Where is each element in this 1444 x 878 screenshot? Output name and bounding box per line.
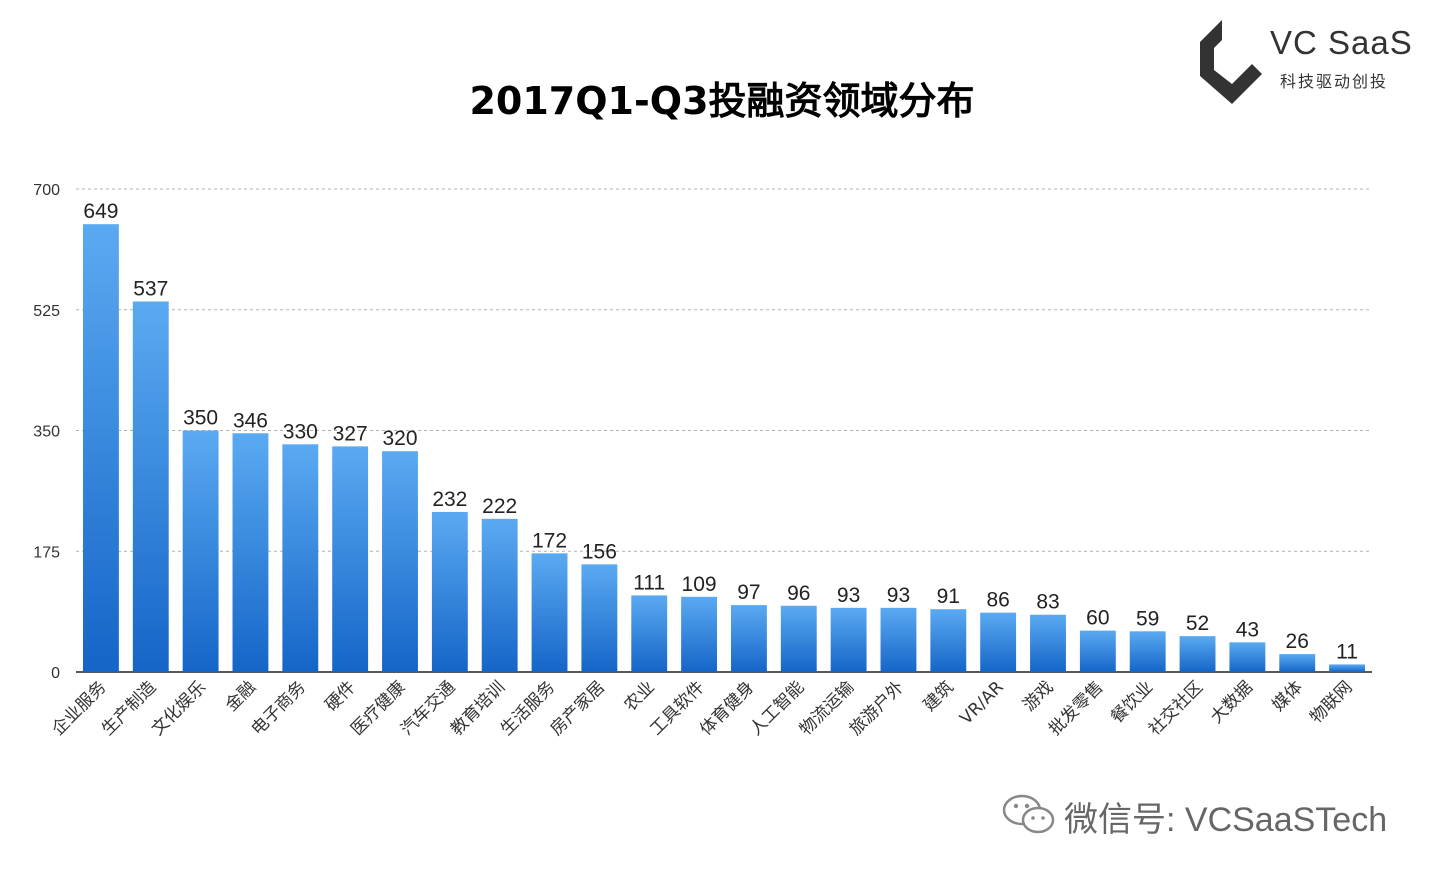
bar-13 <box>730 605 767 672</box>
data-label: 59 <box>1136 607 1159 630</box>
bar-23 <box>1229 642 1266 672</box>
data-label: 111 <box>633 571 665 594</box>
y-tick-label: 0 <box>51 665 60 682</box>
x-tick-label: 大数据 <box>1207 677 1257 727</box>
data-label: 232 <box>432 488 467 511</box>
data-label: 26 <box>1286 630 1309 653</box>
bar-2 <box>182 430 219 672</box>
bar-4 <box>282 444 319 672</box>
bar-16 <box>880 607 917 672</box>
bar-3 <box>232 433 269 672</box>
x-tick-label: 金融 <box>222 677 260 715</box>
bar-6 <box>382 451 418 672</box>
x-tick-label: 生产制造 <box>98 677 160 739</box>
x-tick-label: 社交社区 <box>1145 677 1207 739</box>
data-label: 11 <box>1336 640 1358 663</box>
bar-18 <box>980 612 1017 672</box>
data-label: 350 <box>183 407 218 430</box>
y-tick-label: 350 <box>33 424 60 441</box>
data-label: 83 <box>1036 591 1059 614</box>
bar-7 <box>431 511 468 672</box>
wechat-id: 微信号: VCSaaSTech <box>1064 801 1388 839</box>
data-label: 86 <box>986 589 1009 612</box>
brand-tagline: 科技驱动创投 <box>1280 72 1389 91</box>
bar-0 <box>82 224 119 672</box>
x-tick-label: 房产家居 <box>547 677 609 739</box>
bar-12 <box>681 596 718 672</box>
x-tick-label: 物联网 <box>1306 677 1356 727</box>
x-tick-label: 批发零售 <box>1045 677 1107 739</box>
data-label: 172 <box>532 529 567 552</box>
brand-logo <box>1200 20 1262 104</box>
bar-9 <box>531 553 568 672</box>
data-label: 96 <box>787 582 810 605</box>
data-label: 109 <box>682 573 717 596</box>
bar-15 <box>830 607 867 672</box>
data-label: 93 <box>837 584 860 607</box>
x-tick-label: 硬件 <box>322 677 360 715</box>
data-label: 156 <box>582 540 617 563</box>
x-tick-label: 生活服务 <box>497 677 559 739</box>
x-tick-label: 建筑 <box>920 677 958 715</box>
bar-10 <box>581 564 618 672</box>
data-label: 346 <box>233 409 268 432</box>
wechat-icon <box>1002 794 1055 834</box>
bar-8 <box>481 518 518 672</box>
x-tick-label: 工具软件 <box>646 677 708 739</box>
x-tick-label: 电子商务 <box>248 677 310 739</box>
data-label: 91 <box>937 585 960 608</box>
bar-17 <box>930 609 967 672</box>
data-label: 97 <box>737 581 760 604</box>
y-tick-label: 175 <box>33 544 60 561</box>
bar-24 <box>1279 654 1316 672</box>
data-label: 327 <box>333 422 368 445</box>
x-tick-label: 物流运输 <box>796 677 858 739</box>
y-tick-label: 525 <box>33 303 60 320</box>
bar-19 <box>1030 614 1066 672</box>
data-label: 537 <box>133 277 168 300</box>
x-tick-label: 体育健身 <box>696 677 758 739</box>
x-tick-label: 教育培训 <box>447 677 509 739</box>
x-tick-label: 旅游户外 <box>846 677 908 739</box>
data-label: 60 <box>1086 607 1109 630</box>
x-tick-label: 企业服务 <box>48 677 110 739</box>
data-label: 649 <box>83 200 118 223</box>
bar-22 <box>1179 636 1216 672</box>
bar-11 <box>631 595 668 672</box>
data-label: 43 <box>1236 618 1259 641</box>
x-tick-label: 媒体 <box>1269 677 1307 715</box>
bar-20 <box>1079 630 1116 672</box>
data-label: 52 <box>1186 612 1209 635</box>
x-tick-label: 汽车交通 <box>397 677 459 739</box>
logo-mark-icon <box>1200 20 1262 104</box>
bar-1 <box>132 301 169 672</box>
bar-5 <box>332 446 369 672</box>
bar-14 <box>780 605 817 672</box>
data-label: 93 <box>887 584 910 607</box>
y-tick-label: 700 <box>33 182 60 199</box>
x-tick-label: 医疗健康 <box>347 677 409 739</box>
brand-name: VC SaaS <box>1270 24 1413 61</box>
x-tick-label: VR/AR <box>956 677 1007 728</box>
chart-title: 2017Q1-Q3投融资领域分布 <box>469 79 975 123</box>
data-label: 330 <box>283 420 318 443</box>
data-label: 320 <box>382 427 417 450</box>
x-tick-label: 人工智能 <box>746 677 808 739</box>
x-tick-label: 农业 <box>621 677 659 715</box>
data-label: 222 <box>482 495 517 518</box>
x-tick-label: 文化娱乐 <box>148 677 210 739</box>
x-tick-label: 游戏 <box>1019 677 1057 715</box>
bar-25 <box>1329 664 1366 672</box>
bar-21 <box>1129 631 1166 672</box>
